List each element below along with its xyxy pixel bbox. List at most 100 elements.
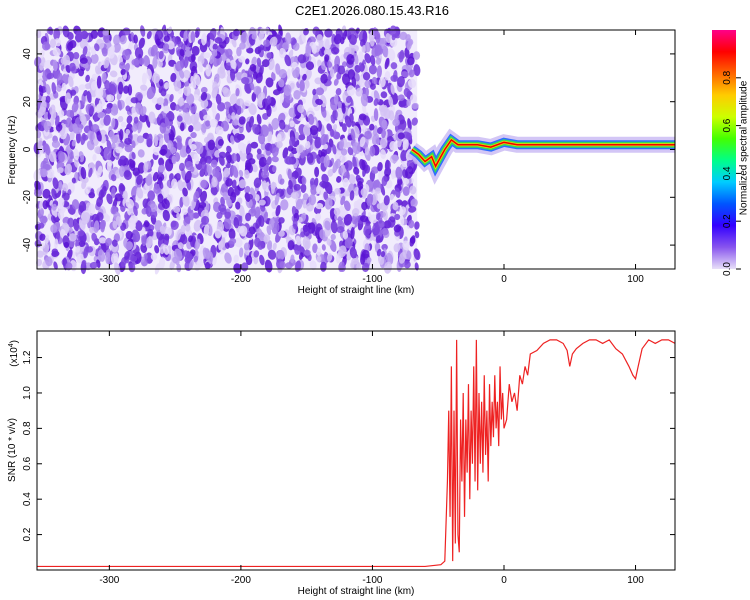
- spectrogram-y-tick-label: -20: [22, 190, 33, 205]
- noise-speckle: [334, 151, 343, 162]
- noise-speckle: [369, 145, 376, 157]
- noise-speckle: [124, 137, 132, 145]
- noise-speckle: [338, 167, 344, 175]
- noise-speckle: [39, 49, 45, 59]
- noise-speckle: [164, 116, 171, 129]
- noise-speckle: [177, 179, 184, 192]
- noise-speckle: [333, 78, 339, 86]
- noise-speckle: [163, 98, 169, 108]
- noise-speckle: [292, 217, 298, 230]
- noise-speckle: [235, 201, 241, 210]
- noise-speckle: [287, 240, 295, 251]
- noise-speckle: [305, 140, 311, 150]
- noise-speckle: [131, 140, 136, 149]
- noise-speckle: [56, 84, 62, 92]
- noise-speckle: [337, 65, 346, 75]
- noise-speckle: [398, 251, 406, 264]
- snr-series-line: [37, 339, 676, 568]
- noise-speckle: [180, 234, 188, 245]
- noise-speckle: [187, 208, 195, 221]
- noise-speckle: [34, 180, 41, 191]
- noise-speckle: [205, 155, 212, 165]
- noise-speckle: [263, 234, 271, 243]
- noise-speckle: [98, 237, 107, 244]
- noise-speckle: [393, 224, 402, 233]
- noise-speckle: [54, 38, 62, 47]
- snr-multiplier-base: (x10: [9, 347, 20, 367]
- noise-speckle: [91, 124, 100, 133]
- noise-speckle: [156, 97, 165, 106]
- noise-speckle: [105, 251, 111, 265]
- noise-speckle: [159, 225, 166, 235]
- noise-speckle: [318, 48, 325, 57]
- noise-speckle: [336, 176, 342, 183]
- noise-speckle: [248, 103, 257, 116]
- noise-speckle: [224, 252, 232, 264]
- noise-speckle: [109, 83, 117, 96]
- noise-speckle: [62, 54, 71, 66]
- noise-speckle: [36, 131, 42, 139]
- noise-speckle: [182, 194, 190, 207]
- noise-speckle: [152, 171, 159, 182]
- noise-speckle: [262, 113, 269, 120]
- noise-speckle: [270, 181, 277, 190]
- noise-speckle: [255, 72, 263, 84]
- noise-speckle: [212, 49, 218, 57]
- noise-speckle: [255, 216, 262, 229]
- noise-speckle: [111, 117, 116, 129]
- noise-speckle: [50, 224, 58, 234]
- noise-speckle: [306, 152, 314, 164]
- noise-speckle: [389, 25, 399, 39]
- noise-speckle: [368, 64, 377, 75]
- noise-speckle: [51, 203, 57, 211]
- noise-speckle: [44, 43, 51, 50]
- noise-speckle: [219, 237, 226, 249]
- noise-speckle: [335, 107, 344, 121]
- noise-speckle: [123, 170, 132, 181]
- noise-speckle: [405, 166, 414, 179]
- noise-speckle: [118, 165, 125, 178]
- noise-speckle: [331, 46, 340, 55]
- spectrogram-x-label: Height of straight line (km): [298, 285, 415, 296]
- noise-speckle: [194, 30, 200, 38]
- noise-speckle: [91, 232, 98, 242]
- noise-speckle: [389, 36, 398, 48]
- noise-speckle: [329, 68, 335, 78]
- noise-speckle: [394, 213, 401, 221]
- noise-speckle: [202, 247, 210, 260]
- noise-speckle: [311, 44, 317, 54]
- noise-speckle: [375, 31, 381, 44]
- noise-speckle: [250, 141, 259, 149]
- noise-speckle: [203, 114, 211, 121]
- noise-speckle: [73, 218, 80, 232]
- noise-speckle: [200, 179, 209, 189]
- noise-speckle: [80, 166, 87, 180]
- noise-speckle: [375, 136, 380, 145]
- noise-speckle: [204, 261, 211, 270]
- noise-speckle: [136, 174, 143, 185]
- noise-speckle: [188, 235, 193, 243]
- noise-speckle: [58, 110, 65, 118]
- noise-speckle: [55, 115, 60, 127]
- noise-speckle: [332, 144, 337, 155]
- noise-speckle: [90, 188, 95, 196]
- noise-speckle: [353, 45, 359, 52]
- noise-speckle: [356, 263, 362, 270]
- noise-speckle: [86, 140, 95, 151]
- noise-speckle: [152, 147, 161, 156]
- noise-speckle: [160, 88, 167, 97]
- noise-speckle: [119, 129, 124, 141]
- noise-speckle: [39, 62, 44, 71]
- noise-speckle: [399, 215, 405, 226]
- noise-speckle: [93, 220, 100, 234]
- noise-speckle: [364, 80, 372, 89]
- noise-speckle: [279, 93, 285, 104]
- noise-speckle: [302, 193, 309, 201]
- noise-speckle: [190, 30, 196, 43]
- noise-speckle: [342, 177, 349, 188]
- noise-speckle: [233, 133, 242, 143]
- noise-speckle: [120, 257, 127, 268]
- noise-speckle: [224, 242, 230, 249]
- noise-speckle: [48, 151, 57, 163]
- noise-speckle: [389, 193, 395, 201]
